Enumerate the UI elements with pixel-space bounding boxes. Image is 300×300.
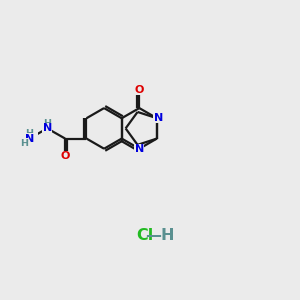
Text: O: O — [135, 85, 144, 95]
Text: O: O — [60, 152, 70, 161]
Text: Cl: Cl — [136, 228, 153, 243]
Text: N: N — [25, 134, 34, 144]
Text: N: N — [154, 113, 163, 123]
Text: N: N — [43, 123, 52, 134]
Text: H: H — [20, 139, 28, 148]
Text: N: N — [135, 144, 144, 154]
Text: H: H — [26, 128, 33, 137]
Text: —H: —H — [145, 228, 174, 243]
Text: H: H — [43, 119, 51, 128]
